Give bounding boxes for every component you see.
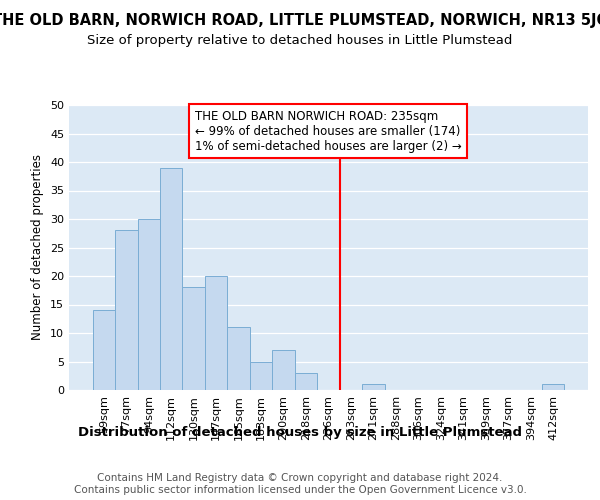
Text: THE OLD BARN NORWICH ROAD: 235sqm
← 99% of detached houses are smaller (174)
1% : THE OLD BARN NORWICH ROAD: 235sqm ← 99% … [195, 110, 461, 152]
Bar [227, 328, 250, 390]
Bar [115, 230, 137, 390]
Bar [160, 168, 182, 390]
Text: THE OLD BARN, NORWICH ROAD, LITTLE PLUMSTEAD, NORWICH, NR13 5JQ: THE OLD BARN, NORWICH ROAD, LITTLE PLUMS… [0, 12, 600, 28]
Text: Contains HM Land Registry data © Crown copyright and database right 2024.
Contai: Contains HM Land Registry data © Crown c… [74, 474, 526, 495]
Text: Distribution of detached houses by size in Little Plumstead: Distribution of detached houses by size … [78, 426, 522, 439]
Bar [295, 373, 317, 390]
Bar [182, 288, 205, 390]
Bar [205, 276, 227, 390]
Bar [272, 350, 295, 390]
Bar [92, 310, 115, 390]
Bar [137, 219, 160, 390]
Text: Size of property relative to detached houses in Little Plumstead: Size of property relative to detached ho… [88, 34, 512, 47]
Y-axis label: Number of detached properties: Number of detached properties [31, 154, 44, 340]
Bar [362, 384, 385, 390]
Bar [542, 384, 565, 390]
Bar [250, 362, 272, 390]
